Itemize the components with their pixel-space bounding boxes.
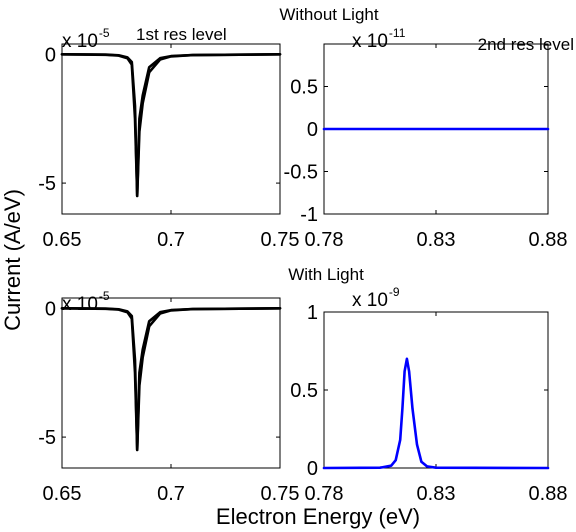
x-axis-label: Electron Energy (eV)	[216, 504, 420, 529]
y-tick-label: 0	[307, 119, 318, 141]
panel-3: 0.65 0.7 0.750-5x 10 -5	[38, 289, 299, 505]
series-line-2	[60, 52, 282, 198]
y-tick-label: 0	[45, 44, 56, 66]
x-tick-label: 0.75	[261, 483, 300, 505]
y-tick-label: -5	[38, 173, 56, 195]
x-tick-label: 0.75	[261, 229, 300, 251]
y-scale-exponent: -9	[389, 285, 400, 299]
plot-frame	[61, 43, 281, 215]
y-tick-label: 0	[45, 298, 56, 320]
panel-1: 0.65 0.7 0.750-5x 10 -5 1st res level	[38, 25, 299, 251]
x-tick-label: 0.83	[417, 229, 456, 251]
y-scale-multiplier: x 10	[62, 31, 98, 52]
y-scale-multiplier: x 10	[352, 31, 388, 52]
title-with-light: With Light	[288, 265, 364, 284]
y-tick-label: -5	[38, 427, 56, 449]
y-axis-label: Current (A/eV)	[0, 189, 25, 331]
y-tick-label: 0.5	[290, 77, 318, 99]
y-scale-exponent: -5	[99, 26, 110, 40]
y-tick-label: 0	[307, 458, 318, 480]
x-tick-label: 0.78	[305, 229, 344, 251]
x-tick-label: 0.88	[529, 229, 568, 251]
title-without-light: Without Light	[279, 5, 378, 24]
panel-4: 0.78 0.83 0.88 1 0.5 0 x 10 -9	[290, 285, 567, 505]
x-tick-label: 0.7	[157, 483, 185, 505]
panel-label: 2nd res level	[478, 35, 574, 54]
y-tick-label: -0.5	[284, 162, 318, 184]
x-tick-label: 0.78	[305, 483, 344, 505]
plot-frame	[61, 297, 281, 469]
y-scale-multiplier: x 10	[62, 294, 98, 315]
x-tick-label: 0.65	[43, 483, 82, 505]
y-scale-exponent: -11	[389, 26, 406, 40]
y-tick-label: 1	[307, 302, 318, 324]
y-scale-exponent: -5	[99, 289, 110, 303]
series-line-1	[322, 357, 550, 470]
panel-label: 1st res level	[136, 25, 227, 44]
x-tick-label: 0.88	[529, 483, 568, 505]
y-scale-multiplier: x 10	[352, 290, 388, 311]
x-tick-label: 0.83	[417, 483, 456, 505]
plot-frame	[323, 311, 549, 469]
y-tick-label: 0.5	[290, 380, 318, 402]
panel-2: 0.78 0.83 0.88 0.5 0 -0.5 -1 x 10 -11 2nd res lev…	[284, 26, 574, 251]
x-tick-label: 0.65	[43, 229, 82, 251]
x-tick-label: 0.7	[157, 229, 185, 251]
series-line-2	[60, 306, 282, 452]
y-tick-label: -1	[300, 204, 318, 226]
